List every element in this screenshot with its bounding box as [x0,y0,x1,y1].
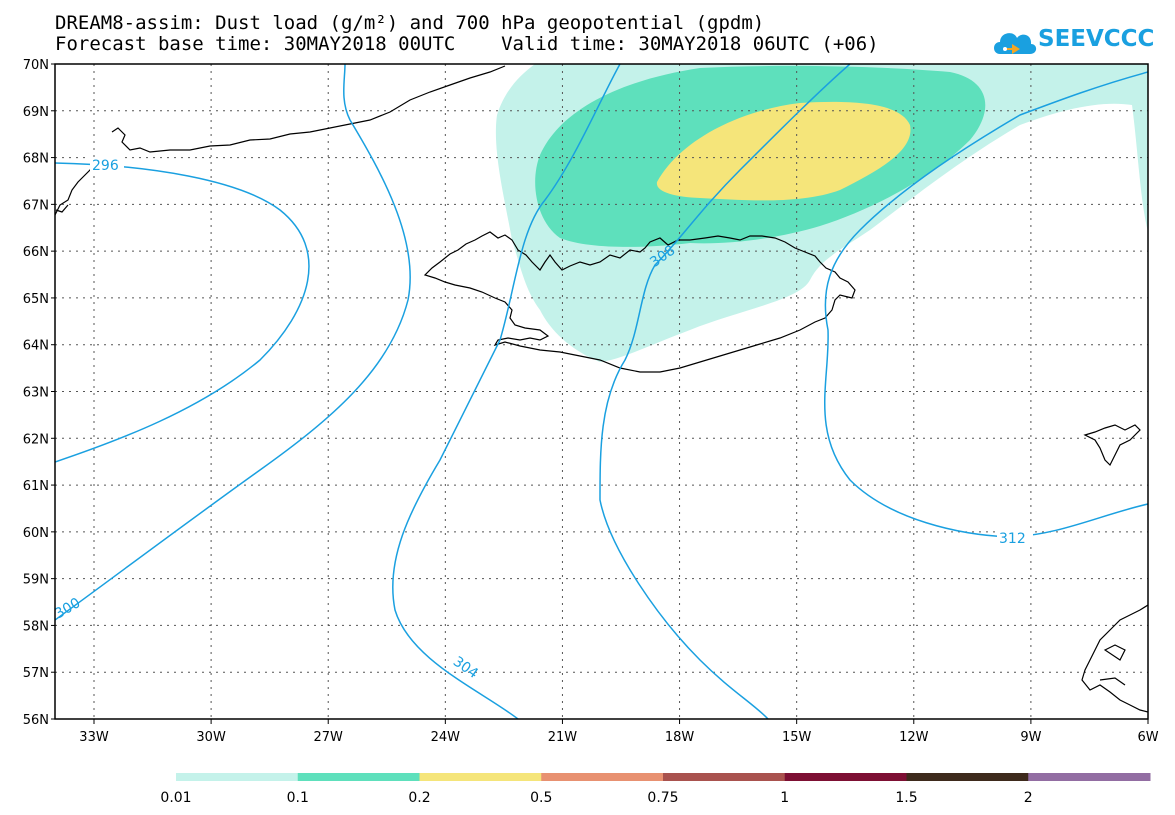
lon-label: 6W [1137,730,1158,745]
lon-label: 24W [431,730,461,745]
contour-308 [599,64,851,719]
lon-label: 30W [196,730,226,745]
geopotential-contours [55,64,1148,719]
contour-300 [55,64,411,621]
label-bg [997,530,1033,546]
lat-label: 67N [23,198,49,213]
lon-label: 21W [548,730,578,745]
map-axes: 70N 69N 68N 67N 66N 65N 64N 63N 62N 61N 60N 59N 58N 5… [23,58,1159,745]
lat-label: 65N [23,292,49,307]
contour-label-304: 304 [450,654,481,682]
colorbar-swatch [663,773,786,781]
colorbar-swatch [541,773,664,781]
iceland-coast [423,231,856,373]
coastlines [55,65,1148,713]
colorbar-label: 0.1 [286,790,309,806]
lon-label: 12W [899,730,929,745]
cloud-icon [994,33,1037,54]
colorbar-label: 1.5 [895,790,918,806]
dust-area-0.2 [656,101,911,201]
lat-label: 66N [23,245,49,260]
colorbar-label: 0.5 [530,790,553,806]
dust-load-shading [495,64,1148,362]
contour-label-300: 300 [52,595,83,622]
lat-label: 60N [23,526,49,541]
colorbar-swatch [906,773,1029,781]
colorbar-label: 0.75 [647,790,679,806]
lat-label: 57N [23,666,49,681]
colorbar-swatch [176,773,299,781]
lon-label: 33W [79,730,109,745]
lon-label: 27W [314,730,344,745]
colorbar-swatch [297,773,420,781]
lat-label: 69N [23,105,49,120]
lat-label: 68N [23,152,49,167]
colorbar-swatch [419,773,542,781]
lat-label: 59N [23,573,49,588]
lat-label: 58N [23,619,49,634]
contour-label-312: 312 [999,531,1026,547]
faroe-islands [1083,424,1141,467]
lat-label: 70N [23,58,49,73]
contour-304 [392,64,621,719]
scotland-coast [1081,604,1148,713]
logo-text: SEEVCCC [1038,26,1155,52]
colorbar-label: 0.01 [160,790,192,806]
contour-label-296: 296 [92,158,119,174]
lon-label: 18W [665,730,695,745]
colorbar-label: 0.2 [408,790,431,806]
map-subtitle: Forecast base time: 30MAY2018 00UTC Vali… [55,33,879,55]
lat-label: 61N [23,479,49,494]
colorbar [176,773,1151,781]
lat-label: 64N [23,339,49,354]
contour-296 [55,162,310,463]
label-bg [90,157,124,171]
greenland-coast [111,65,506,153]
colorbar-label: 1 [780,790,790,806]
map-title: DREAM8-assim: Dust load (g/m²) and 700 h… [55,12,765,34]
graticule-grid [55,64,1148,719]
lat-label: 63N [23,386,49,401]
colorbar-swatch [1028,773,1151,781]
seevccc-logo: SEEVCCC [990,20,1160,62]
lon-label: 9W [1020,730,1041,745]
lat-label: 62N [23,432,49,447]
lat-label: 56N [23,713,49,728]
colorbar-label: 2 [1023,790,1033,806]
lon-label: 15W [782,730,812,745]
colorbar-swatch [784,773,907,781]
